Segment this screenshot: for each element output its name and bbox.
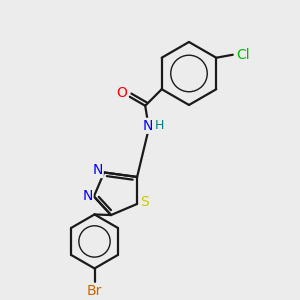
Text: S: S [140,196,149,209]
Text: N: N [82,190,92,203]
Text: N: N [92,163,103,177]
Text: N: N [143,119,153,133]
Text: H: H [155,119,164,132]
Text: Br: Br [87,284,102,298]
Text: Cl: Cl [236,48,250,62]
Text: O: O [117,86,128,100]
